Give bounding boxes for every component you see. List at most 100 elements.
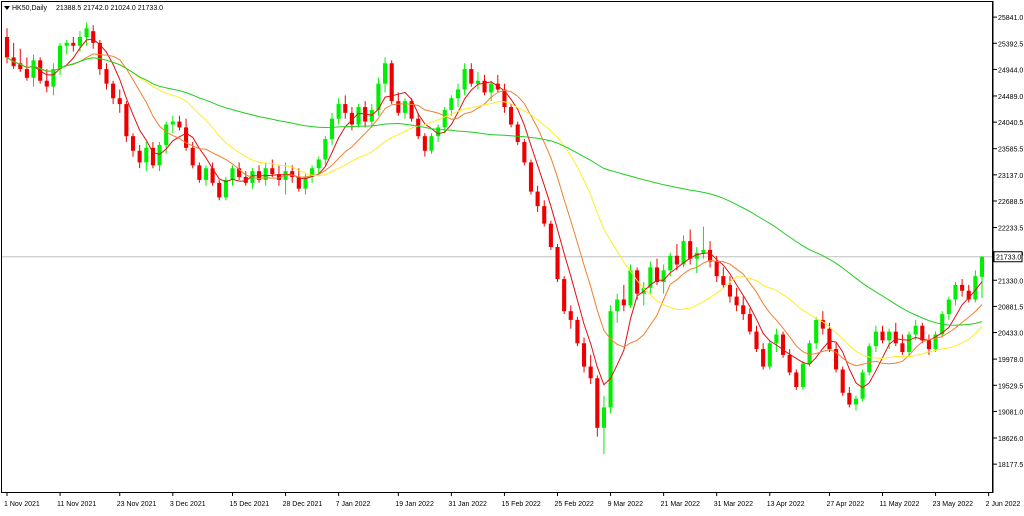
candle-body[interactable] — [429, 136, 434, 151]
candle-body[interactable] — [814, 319, 819, 344]
candle-body[interactable] — [104, 69, 109, 84]
candle-body[interactable] — [621, 299, 626, 306]
candle-body[interactable] — [190, 147, 195, 166]
candle-body[interactable] — [906, 334, 912, 353]
candle-body[interactable] — [515, 124, 520, 143]
candle-body[interactable] — [681, 241, 686, 265]
candle-body[interactable] — [648, 267, 653, 288]
candle-body[interactable] — [442, 109, 447, 128]
candle-body[interactable] — [860, 372, 865, 399]
candle-body[interactable] — [157, 144, 162, 166]
candle-body[interactable] — [562, 279, 567, 312]
candle-body[interactable] — [628, 270, 633, 306]
candle-body[interactable] — [270, 168, 275, 175]
candle-body[interactable] — [356, 107, 361, 125]
candle-body[interactable] — [714, 261, 719, 277]
candle-body[interactable] — [701, 249, 706, 253]
candle-body[interactable] — [4, 37, 10, 58]
candle-body[interactable] — [396, 101, 401, 113]
candle-body[interactable] — [774, 334, 779, 344]
candle-body[interactable] — [376, 83, 381, 110]
candle-body[interactable] — [853, 398, 859, 405]
candle-body[interactable] — [296, 177, 301, 189]
candle-body[interactable] — [893, 331, 898, 344]
candle-body[interactable] — [920, 325, 925, 341]
candle-body[interactable] — [800, 363, 805, 387]
candle-body[interactable] — [734, 296, 739, 306]
candle-body[interactable] — [343, 104, 348, 113]
candle-body[interactable] — [177, 121, 182, 128]
candle-body[interactable] — [741, 305, 746, 315]
candle-body[interactable] — [794, 372, 799, 387]
candle-body[interactable] — [873, 331, 878, 347]
candle-body[interactable] — [880, 331, 885, 341]
candle-body[interactable] — [966, 290, 971, 300]
candle-body[interactable] — [568, 311, 573, 320]
candle-body[interactable] — [469, 69, 474, 84]
candle-body[interactable] — [807, 343, 812, 364]
candle-body[interactable] — [210, 168, 215, 183]
candle-body[interactable] — [51, 69, 56, 87]
candle-body[interactable] — [502, 89, 507, 108]
candle-body[interactable] — [661, 270, 666, 282]
candle-body[interactable] — [137, 150, 142, 163]
candle-body[interactable] — [310, 168, 315, 177]
candle-body[interactable] — [409, 101, 414, 119]
candle-body[interactable] — [674, 255, 679, 265]
candle-body[interactable] — [635, 270, 640, 294]
candle-body[interactable] — [867, 346, 872, 373]
candle-body[interactable] — [316, 159, 321, 169]
candle-body[interactable] — [542, 206, 547, 224]
candle-body[interactable] — [973, 276, 978, 300]
candle-body[interactable] — [668, 255, 673, 271]
candle-body[interactable] — [913, 325, 918, 335]
candle-body[interactable] — [184, 127, 189, 148]
candle-body[interactable] — [575, 319, 580, 344]
candle-body[interactable] — [237, 168, 242, 177]
candle-body[interactable] — [436, 127, 441, 137]
candle-body[interactable] — [847, 392, 852, 405]
candle-body[interactable] — [422, 136, 427, 151]
candle-body[interactable] — [535, 191, 540, 207]
candle-body[interactable] — [31, 60, 36, 78]
candle-body[interactable] — [926, 340, 931, 350]
candle-body[interactable] — [276, 174, 281, 180]
candle-body[interactable] — [754, 331, 759, 350]
candle-body[interactable] — [827, 328, 832, 350]
candle-body[interactable] — [588, 366, 593, 379]
candle-body[interactable] — [203, 168, 209, 180]
candle-body[interactable] — [217, 182, 222, 198]
candle-body[interactable] — [329, 118, 335, 140]
candle-body[interactable] — [555, 247, 560, 280]
candle-body[interactable] — [761, 349, 766, 367]
candle-body[interactable] — [369, 109, 374, 122]
dropdown-arrow-icon[interactable] — [4, 6, 10, 10]
candle-body[interactable] — [933, 334, 938, 350]
candle-body[interactable] — [124, 104, 129, 137]
candle-body[interactable] — [130, 136, 136, 151]
candle-body[interactable] — [953, 284, 958, 300]
candle-body[interactable] — [787, 354, 792, 373]
candle-body[interactable] — [462, 69, 467, 90]
candle-body[interactable] — [71, 42, 76, 46]
candle-body[interactable] — [489, 83, 494, 93]
candle-body[interactable] — [834, 349, 839, 370]
candle-body[interactable] — [887, 331, 892, 341]
candle-body[interactable] — [581, 343, 587, 367]
candle-body[interactable] — [694, 252, 699, 259]
candle-body[interactable] — [475, 80, 480, 84]
candle-body[interactable] — [960, 284, 965, 291]
candle-body[interactable] — [767, 343, 772, 367]
candle-body[interactable] — [522, 142, 527, 163]
candle-body[interactable] — [449, 98, 454, 110]
candle-body[interactable] — [144, 147, 149, 163]
candle-body[interactable] — [747, 314, 752, 332]
candle-body[interactable] — [150, 147, 155, 166]
candle-body[interactable] — [223, 179, 228, 198]
candle-body[interactable] — [900, 343, 905, 352]
candle-body[interactable] — [58, 45, 63, 70]
candle-body[interactable] — [263, 168, 268, 180]
candle-body[interactable] — [528, 162, 534, 192]
